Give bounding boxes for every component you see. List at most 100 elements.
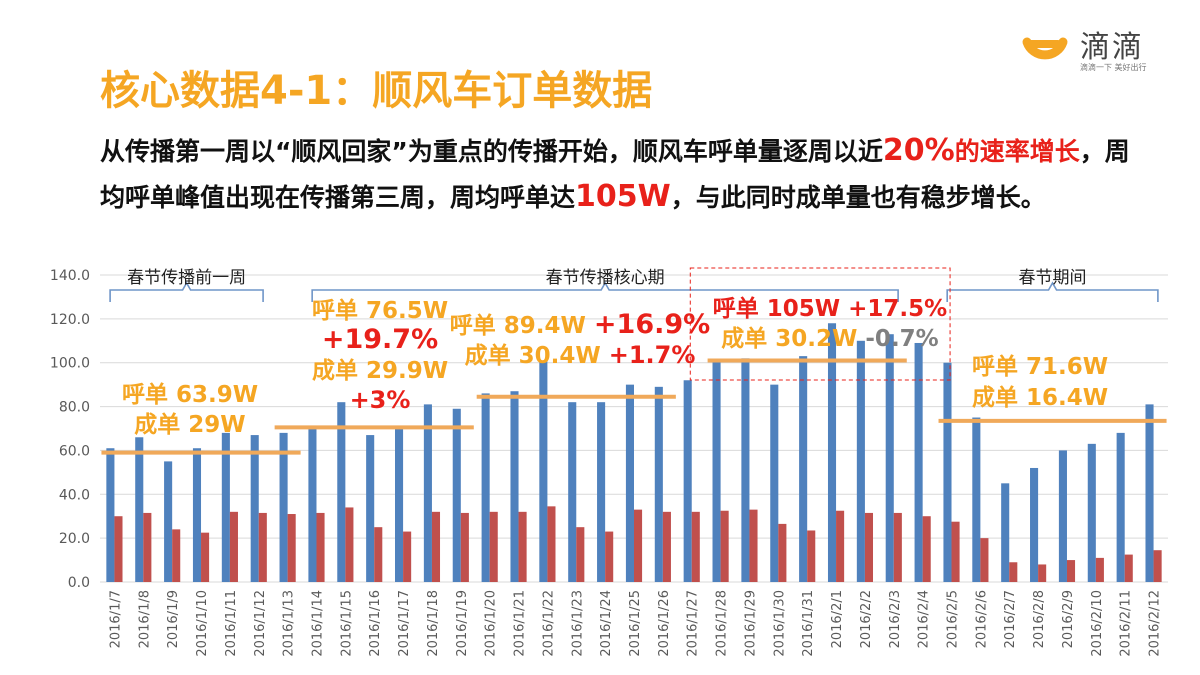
x-tick-label: 2016/1/17 xyxy=(397,590,412,657)
annotation-line: 成单 29.9W xyxy=(312,358,448,384)
bar-completed-orders xyxy=(258,512,267,582)
annotation-segment: +1.7% xyxy=(609,341,696,369)
x-tick-label: 2016/1/16 xyxy=(368,590,383,657)
bar-call-orders xyxy=(539,360,548,582)
x-tick-label: 2016/1/11 xyxy=(224,590,239,657)
x-tick-label: 2016/1/22 xyxy=(541,590,556,657)
x-tick-label: 2016/1/14 xyxy=(310,590,325,657)
bar-call-orders xyxy=(1001,483,1010,582)
x-tick-label: 2016/1/31 xyxy=(801,590,816,657)
bar-call-orders xyxy=(394,426,404,582)
bar-call-orders xyxy=(279,432,288,582)
annotation-segment: 呼单 76.5W xyxy=(312,298,448,324)
summary-text: 从传播第一周以“顺风回家”为重点的传播开始，顺风车呼单量逐周以近20%的速率增长… xyxy=(100,128,1140,220)
bar-completed-orders xyxy=(605,531,614,582)
bar-completed-orders xyxy=(460,512,469,582)
y-tick-label: 0.0 xyxy=(68,575,90,591)
x-tick-label: 2016/1/18 xyxy=(426,590,441,657)
bar-completed-orders xyxy=(576,527,585,582)
period-bracket xyxy=(109,281,264,302)
annotation-line: 成单 29W xyxy=(134,412,245,438)
bar-call-orders xyxy=(510,391,519,582)
bar-completed-orders xyxy=(634,509,643,582)
annotation-line: 成单 16.4W xyxy=(972,385,1108,411)
didi-logo-icon xyxy=(1022,37,1068,60)
bar-call-orders xyxy=(712,360,721,582)
annotation-segment: 呼单 89.4W xyxy=(450,313,594,339)
x-tick-label: 2016/2/12 xyxy=(1148,590,1163,657)
x-tick-label: 2016/1/13 xyxy=(282,590,297,657)
bar-call-orders xyxy=(625,384,634,582)
period-label: 春节期间 xyxy=(1019,268,1087,288)
bar-call-orders xyxy=(221,432,230,582)
x-tick-label: 2016/2/7 xyxy=(1003,590,1018,648)
x-tick-label: 2016/2/2 xyxy=(859,590,874,648)
summary-highlight-growth-rate: 20% xyxy=(882,133,955,168)
annotation-segment: +19.7% xyxy=(322,324,438,355)
summary-part-2: ，周均呼单峰值出现在传播第三周，周均呼单达 xyxy=(100,137,1130,212)
x-tick-label: 2016/1/8 xyxy=(137,590,152,648)
bar-call-orders xyxy=(423,404,432,582)
bar-completed-orders xyxy=(807,530,816,582)
bar-completed-orders xyxy=(172,529,181,582)
summary-part-1: 从传播第一周以“顺风回家”为重点的传播开始，顺风车呼单量逐周以近 xyxy=(100,137,883,166)
bar-call-orders xyxy=(164,461,173,582)
annotation-segment: 成单 29.9W xyxy=(312,358,448,384)
bar-call-orders xyxy=(1116,432,1125,582)
annotation-line: 成单 30.2W -0.7% xyxy=(721,326,938,352)
bar-completed-orders xyxy=(1066,560,1076,582)
bar-completed-orders xyxy=(893,512,902,582)
annotation-segment: 成单 16.4W xyxy=(972,385,1108,411)
x-tick-label: 2016/2/3 xyxy=(888,590,903,648)
annotation-line: 呼单 71.6W xyxy=(972,354,1108,380)
bar-completed-orders xyxy=(864,512,874,582)
x-tick-label: 2016/2/9 xyxy=(1061,590,1076,648)
y-tick-label: 40.0 xyxy=(59,487,90,503)
annotation-line: 呼单 76.5W xyxy=(312,298,448,324)
bar-completed-orders xyxy=(229,511,238,582)
bar-completed-orders xyxy=(518,511,527,582)
y-tick-label: 140.0 xyxy=(50,268,90,284)
x-tick-label: 2016/1/28 xyxy=(715,590,730,657)
bar-completed-orders xyxy=(201,532,210,582)
x-tick-label: 2016/2/1 xyxy=(830,590,845,648)
bar-call-orders xyxy=(856,340,865,582)
bar-completed-orders xyxy=(1038,564,1047,582)
x-tick-label: 2016/1/15 xyxy=(339,590,354,657)
bar-call-orders xyxy=(943,362,952,582)
bar-call-orders xyxy=(250,435,259,582)
bar-call-orders xyxy=(597,402,606,582)
bar-call-orders xyxy=(308,428,317,582)
x-tick-label: 2016/1/10 xyxy=(195,590,210,657)
x-tick-label: 2016/2/10 xyxy=(1090,590,1105,657)
didi-logo: 滴滴 滴滴一下 美好出行 xyxy=(1018,20,1178,80)
annotation-line: +19.7% xyxy=(322,324,438,355)
x-tick-label: 2016/2/11 xyxy=(1119,590,1134,657)
logo-name: 滴滴 xyxy=(1080,30,1144,65)
bar-call-orders xyxy=(1145,404,1154,582)
bar-completed-orders xyxy=(951,521,960,582)
bar-completed-orders xyxy=(374,527,383,582)
bar-call-orders xyxy=(452,408,461,582)
x-tick-label: 2016/1/29 xyxy=(743,590,758,657)
x-tick-label: 2016/1/27 xyxy=(686,590,701,657)
x-tick-label: 2016/1/20 xyxy=(484,590,499,657)
bar-call-orders xyxy=(654,386,663,582)
bar-completed-orders xyxy=(1124,554,1133,582)
page-title: 核心数据4-1：顺风车订单数据 xyxy=(100,68,653,114)
annotation-segment: 呼单 71.6W xyxy=(972,354,1108,380)
bar-completed-orders xyxy=(662,511,671,582)
bar-call-orders xyxy=(1030,467,1039,582)
bar-call-orders xyxy=(192,448,202,582)
peak-week-highlight-box xyxy=(689,267,951,381)
bar-call-orders xyxy=(683,380,692,582)
summary-highlight-peak: 105W xyxy=(575,179,671,214)
x-tick-label: 2016/1/7 xyxy=(108,590,123,648)
x-tick-label: 2016/1/21 xyxy=(513,590,528,657)
bar-completed-orders xyxy=(431,511,441,582)
y-tick-label: 100.0 xyxy=(50,356,90,372)
bar-completed-orders xyxy=(1009,562,1018,582)
bar-completed-orders xyxy=(345,507,354,582)
annotation-segment: 呼单 105W xyxy=(713,296,848,322)
